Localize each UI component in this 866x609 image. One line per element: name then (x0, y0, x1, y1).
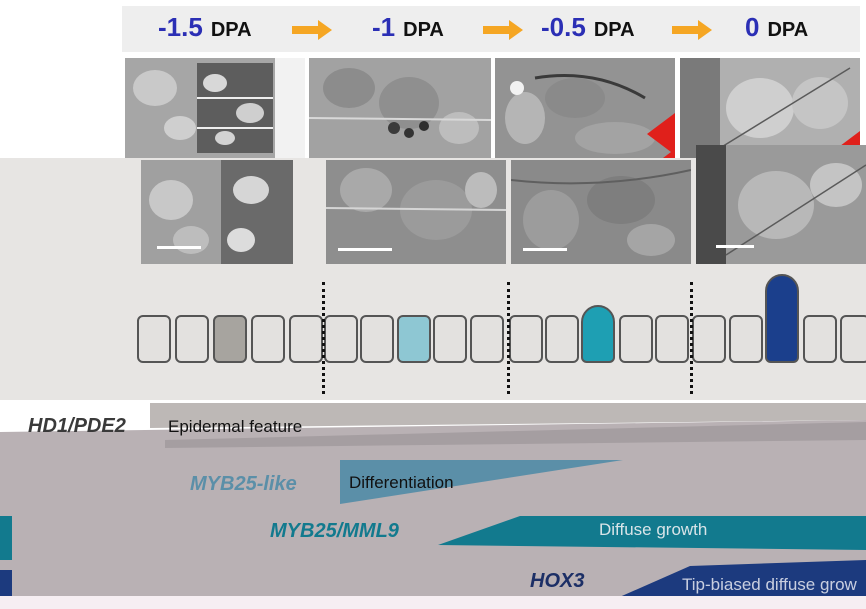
stage-value: -1 (372, 12, 396, 42)
red-arrow-icon (663, 149, 675, 158)
epidermal-cell (619, 315, 653, 363)
gene-label-hd1-pde2: HD1/PDE2 (28, 415, 126, 437)
stage-unit: DPA (403, 19, 444, 41)
gene-label-myb25-like: MYB25-like (190, 473, 297, 495)
stage-unit: DPA (767, 19, 809, 41)
right-arrow-icon (483, 20, 523, 40)
trait-label-differentiation: Differentiation (349, 473, 454, 492)
epidermal-cell (289, 315, 323, 363)
epidermal-cell (545, 315, 579, 363)
gene-label-myb25-mml9: MYB25/MML9 (270, 520, 399, 542)
right-arrow-icon (292, 20, 332, 40)
epidermal-cell (433, 315, 467, 363)
stage-divider (690, 282, 693, 394)
initiated-fiber-cell (581, 305, 615, 363)
micrograph-top-3 (495, 58, 675, 158)
right-arrow-icon (672, 20, 712, 40)
scale-bar (338, 248, 392, 251)
epidermal-cell (360, 315, 394, 363)
micrograph-top-1 (125, 58, 305, 158)
epidermal-cell-gray (213, 315, 247, 363)
micrograph-top-2 (309, 58, 491, 158)
epidermal-cell (251, 315, 285, 363)
stage-unit: DPA (593, 19, 635, 41)
epidermal-cell (509, 315, 543, 363)
stage-label-1: -1.5 DPA (158, 12, 252, 43)
gene-label-hox3: HOX3 (530, 570, 585, 592)
stage-label-2: -1 DPA (372, 12, 444, 43)
red-arrow-icon (647, 113, 675, 155)
micrograph-bottom-4 (696, 145, 866, 264)
micrograph-bottom-2 (326, 160, 506, 264)
epidermal-cell-light-blue (397, 315, 431, 363)
epidermal-cell (655, 315, 689, 363)
stage-label-3: -0.5 DPA (541, 12, 635, 43)
epidermal-cell (175, 315, 209, 363)
trait-label-epidermal: Epidermal feature (168, 417, 303, 436)
epidermal-cell (803, 315, 837, 363)
elongating-fiber-cell (765, 274, 799, 363)
epidermal-cell (137, 315, 171, 363)
red-arrow-icon (665, 234, 691, 264)
scale-bar (157, 246, 201, 249)
stage-unit: DPA (210, 19, 252, 41)
stage-label-4: 0 DPA (745, 12, 808, 43)
micrograph-bottom-3 (511, 160, 691, 264)
epidermal-cell (470, 315, 504, 363)
stage-divider (507, 282, 510, 394)
epidermal-cell (729, 315, 763, 363)
stage-value: 0 (745, 12, 760, 42)
micrograph-bottom-1 (141, 160, 293, 264)
trait-label-tip-biased: Tip-biased diffuse grow (682, 575, 857, 594)
expression-wedges (0, 400, 866, 609)
stage-value: -0.5 (541, 12, 586, 42)
stage-value: -1.5 (158, 12, 203, 42)
epidermal-cell (692, 315, 726, 363)
red-arrow-icon (840, 231, 866, 264)
epidermal-cell (840, 315, 866, 363)
scale-bar (716, 245, 754, 248)
micrograph-top-4 (680, 58, 860, 158)
stage-divider (322, 282, 325, 394)
trait-label-diffuse-growth: Diffuse growth (599, 520, 708, 539)
epidermal-cell (324, 315, 358, 363)
scale-bar (523, 248, 567, 251)
